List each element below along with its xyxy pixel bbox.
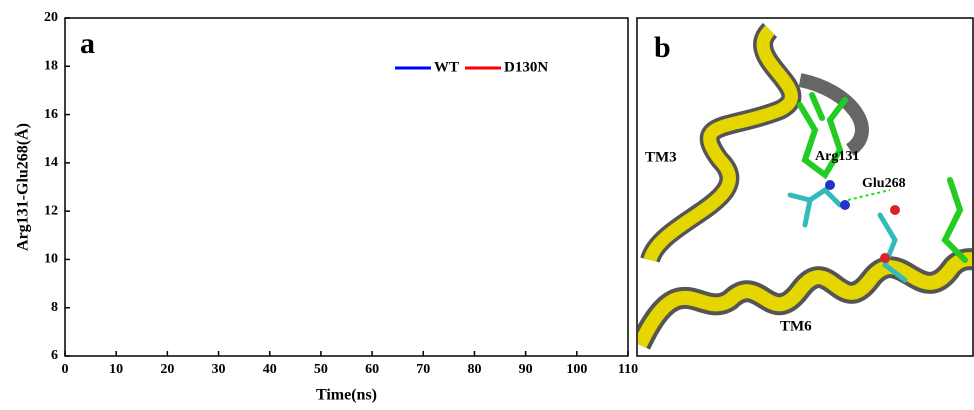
x-tick-label: 10 [109,362,123,377]
x-tick-label: 100 [566,362,587,377]
panel-label: b [654,31,671,64]
y-axis-label: Arg131-Glu268(Å) [14,123,32,251]
figure: b TM3 Arg131 Glu268 TM6 a 6 8 10 12 14 16 18 20 0… [0,0,974,410]
helix-label: TM6 [780,318,812,334]
atom [880,253,890,263]
x-tick-label: 40 [263,362,277,377]
atom [840,200,850,210]
atom [825,180,835,190]
y-tick-label: 8 [51,300,58,315]
x-tick-label: 60 [365,362,379,377]
atom [890,205,900,215]
y-tick-label: 10 [44,252,58,267]
legend-label: WT [434,59,459,75]
y-tick-label: 14 [44,155,58,170]
x-tick-label: 0 [62,362,69,377]
x-axis-label: Time(ns) [316,387,377,404]
panel-label: a [80,27,95,60]
y-tick-label: 18 [44,59,58,74]
y-tick-label: 12 [44,203,58,218]
x-tick-label: 110 [618,362,638,377]
x-tick-label: 80 [467,362,481,377]
x-tick-label: 70 [416,362,430,377]
image-panel: b TM3 Arg131 Glu268 TM6 [637,18,974,356]
x-tick-label: 20 [160,362,174,377]
helix-label: TM3 [645,149,677,165]
x-tick-label: 90 [519,362,533,377]
x-tick-label: 30 [212,362,226,377]
residue-label: Arg131 [815,149,859,164]
y-tick-label: 6 [51,348,58,363]
legend-label: D130N [504,59,548,75]
residue-label: Glu268 [862,176,906,191]
y-tick-label: 16 [44,107,58,122]
y-tick-label: 20 [44,10,58,25]
x-tick-label: 50 [314,362,328,377]
